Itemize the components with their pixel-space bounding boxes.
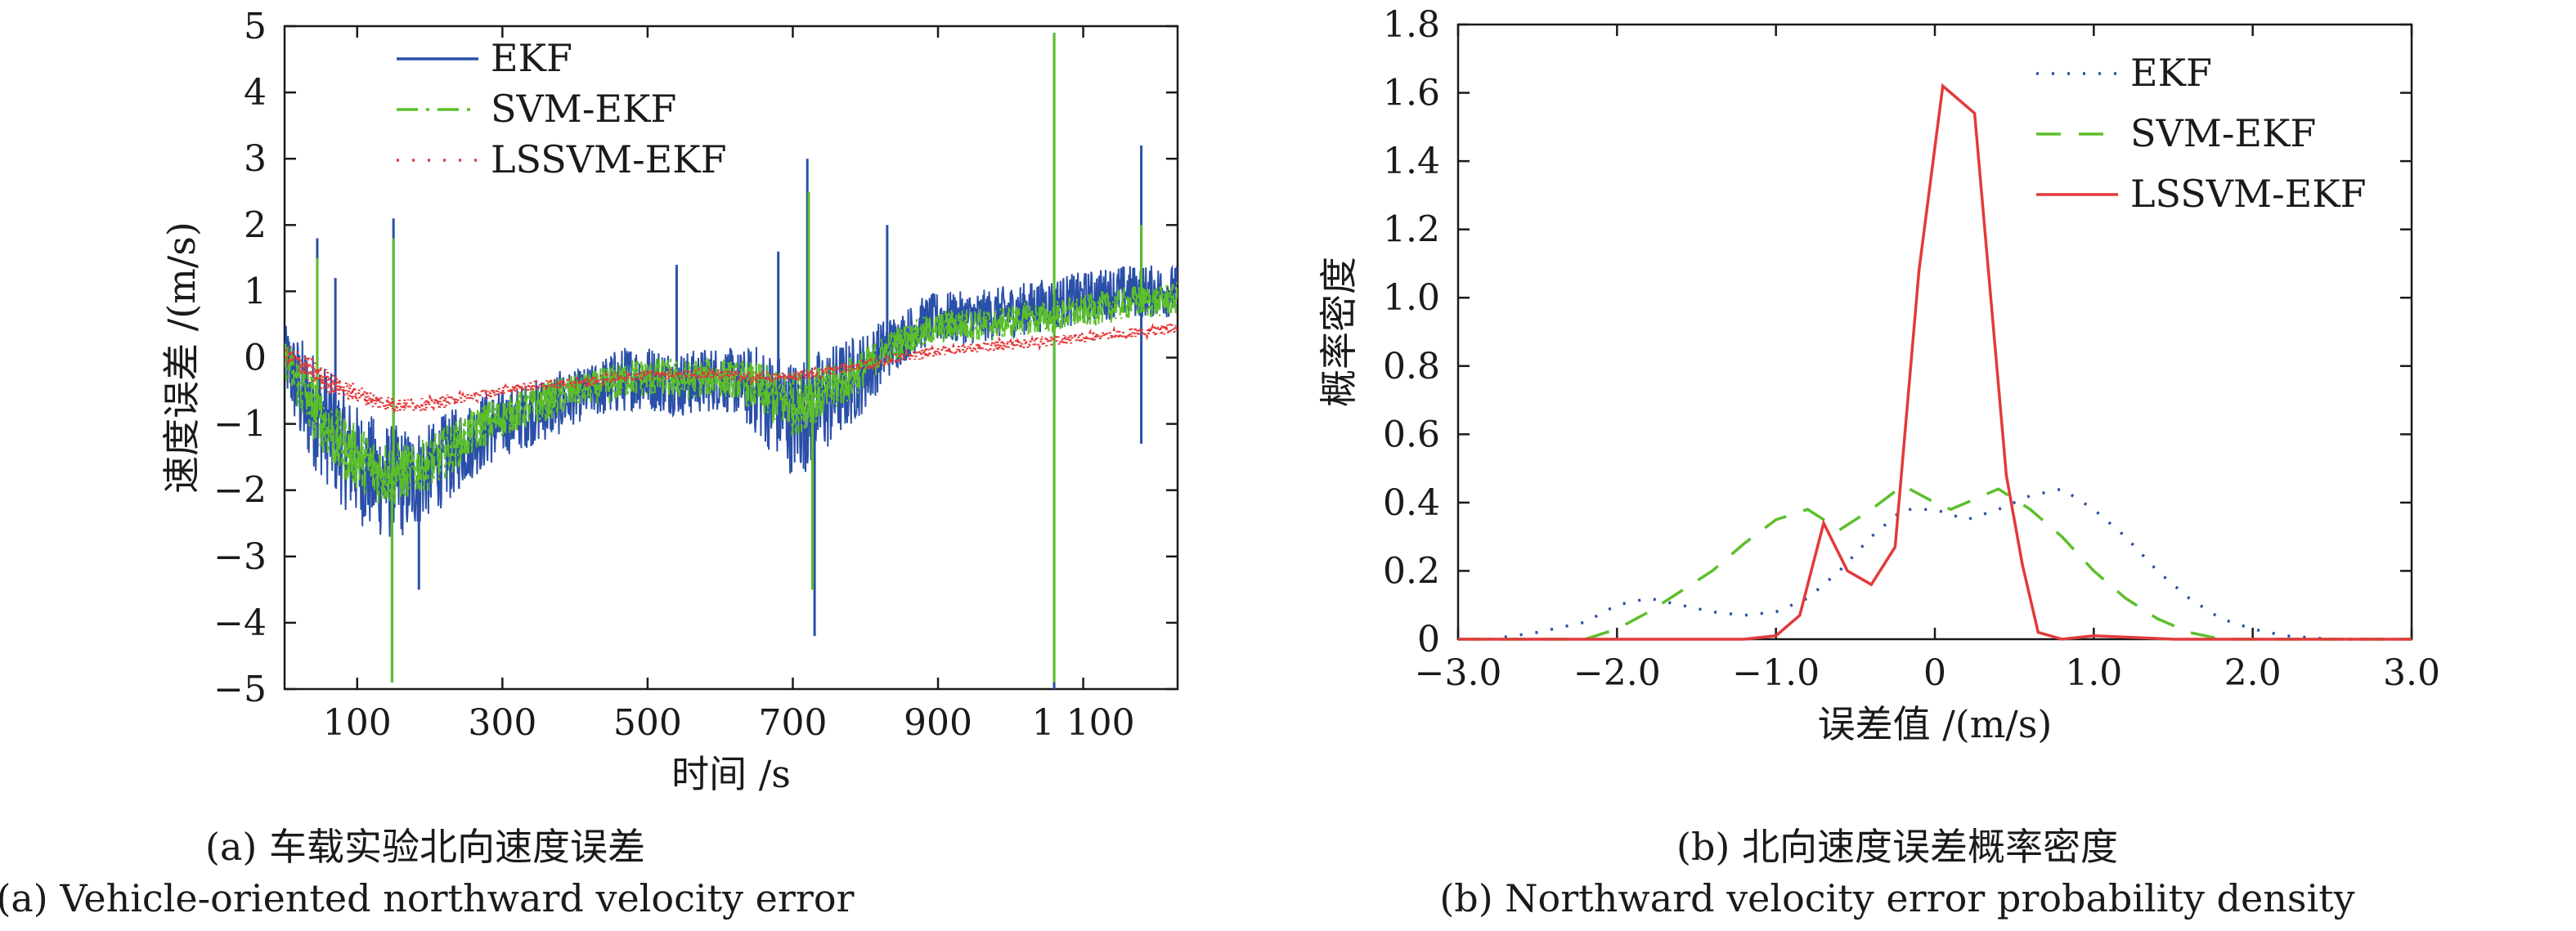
b-y-tick-label: 0.8 [1383, 346, 1440, 387]
b-series-lssvm-ekf-line [1458, 83, 2412, 641]
a-y-tick-label: 0 [244, 338, 267, 379]
caption-a-cn: (a) 车载实验北向速度误差 [205, 825, 645, 869]
b-x-tick-label: −1.0 [1732, 652, 1820, 694]
b-y-tick-label: 0.6 [1383, 414, 1440, 455]
a-y-tick-label: 3 [244, 138, 267, 180]
a-y-tick-label: −2 [213, 470, 267, 512]
chart-a-velocity-error: 100 300 500 700 900 1 100 −5 −4 −3 −2 −1 0 1 2 3 4 5 时间 /… [159, 6, 1179, 796]
b-x-tick-label: −2.0 [1573, 652, 1661, 694]
caption-b-cn: (b) 北向速度误差概率密度 [1676, 825, 2118, 869]
b-y-tick-label: 0 [1417, 619, 1440, 660]
a-legend-label: LSSVM-EKF [491, 137, 727, 181]
b-legend-label: EKF [2130, 51, 2212, 95]
b-x-tick-label: 1.0 [2065, 652, 2122, 694]
a-y-tick-label: −1 [213, 404, 267, 445]
a-x-tick-label: 100 [323, 702, 392, 744]
b-y-tick-label: 1.2 [1383, 209, 1440, 251]
chart-b-probability-density: −3.0 −2.0 −1.0 0 1.0 2.0 3.0 0 0.2 0.4 0.6 0.8 1.0 1.… [1317, 4, 2440, 746]
b-x-tick-label: 2.0 [2224, 652, 2282, 694]
a-y-axis-label: 速度误差 /(m/s) [159, 222, 204, 494]
b-legend-label: LSSVM-EKF [2130, 172, 2367, 216]
b-y-tick-label: 0.4 [1383, 482, 1440, 524]
a-y-tick-label: −4 [213, 602, 267, 644]
a-x-tick-label: 900 [904, 702, 972, 744]
b-y-tick-label: 1.0 [1383, 277, 1440, 319]
a-y-tick-label: 2 [244, 204, 267, 246]
a-x-tick-label: 1 100 [1032, 702, 1135, 744]
b-y-axis-label: 概率密度 [1317, 257, 1361, 407]
b-y-tick-label: 1.6 [1383, 73, 1440, 114]
a-legend-label: SVM-EKF [491, 87, 676, 131]
caption-a-en: (a) Vehicle-oriented northward velocity … [0, 876, 855, 920]
b-series-svm-ekf-line [1458, 483, 2412, 641]
a-series-svm-ekf-line [285, 282, 1178, 504]
b-y-tick-label: 1.4 [1383, 141, 1440, 182]
b-legend-label: SVM-EKF [2130, 111, 2316, 155]
a-series-lssvm-ekf-line [285, 319, 1178, 415]
b-x-tick-label: −3.0 [1415, 652, 1502, 694]
a-x-tick-label: 500 [613, 702, 682, 744]
caption-b-en: (b) Northward velocity error probability… [1439, 876, 2355, 920]
a-y-tick-label: 4 [244, 72, 267, 114]
b-x-tick-label: 0 [1923, 652, 1946, 694]
b-y-tick-label: 0.2 [1383, 550, 1440, 592]
a-x-axis-label: 时间 /s [671, 752, 791, 796]
a-y-tick-label: 1 [244, 271, 267, 312]
b-x-axis-label: 误差值 /(m/s) [1818, 702, 2053, 746]
a-x-tick-label: 700 [758, 702, 827, 744]
a-y-tick-label: −3 [213, 536, 267, 578]
b-y-tick-label: 1.8 [1383, 4, 1440, 46]
a-legend-label: EKF [491, 36, 572, 80]
a-y-tick-label: −5 [213, 669, 267, 710]
a-y-tick-label: 5 [244, 6, 267, 47]
b-series-ekf-line [1458, 487, 2412, 641]
a-x-tick-label: 300 [468, 702, 536, 744]
b-x-tick-label: 3.0 [2383, 652, 2440, 694]
